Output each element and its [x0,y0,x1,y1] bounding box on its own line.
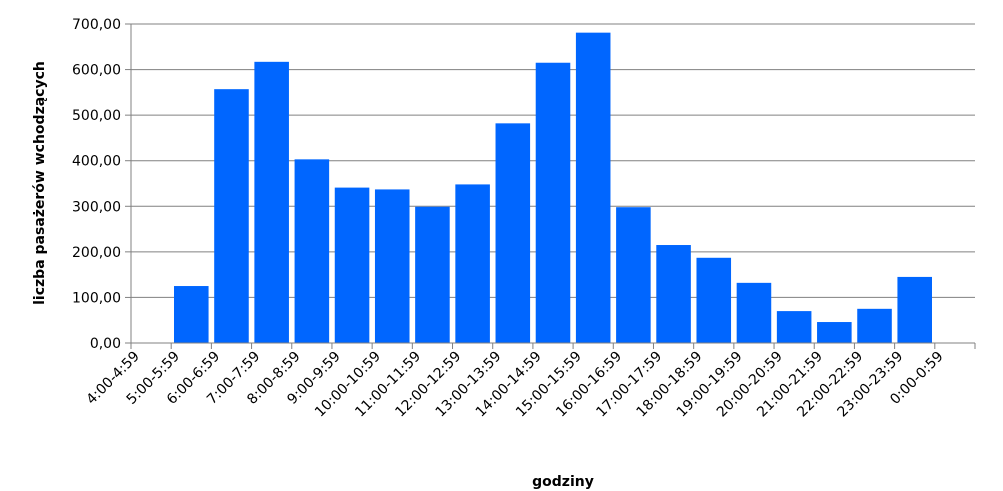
bar [616,207,651,343]
x-tick-labels: 4:00-4:595:00-5:596:00-6:597:00-7:598:00… [83,349,946,421]
bar [696,257,732,343]
bar [334,187,370,343]
x-axis-title: godziny [532,474,594,490]
bar [415,206,450,343]
y-tick-label: 100,00 [72,290,121,306]
bar [374,189,410,343]
axes [125,23,976,349]
bar [817,322,852,343]
bar [214,89,249,343]
bar [254,61,289,344]
y-tick-label: 200,00 [72,245,121,261]
bar [656,245,691,343]
bar [174,286,209,343]
bars [174,32,932,344]
bar [495,123,531,344]
bar [736,282,772,343]
y-axis-title: liczba pasażerów wchodzących [32,61,48,305]
y-tick-label: 0,00 [90,336,121,352]
bar [897,276,932,343]
bar [455,184,490,343]
bar [535,62,571,343]
y-tick-label: 700,00 [72,17,121,33]
y-tick-label: 500,00 [72,108,121,124]
y-tick-label: 600,00 [72,63,121,79]
y-tick-labels: 0,00 100,00 200,00 300,00 400,00 500,00 600,00… [72,17,121,352]
y-tick-label: 300,00 [72,199,121,215]
bar [857,308,892,343]
bar [776,311,812,343]
bar [294,159,330,343]
bar [575,32,611,344]
y-tick-label: 400,00 [72,154,121,170]
